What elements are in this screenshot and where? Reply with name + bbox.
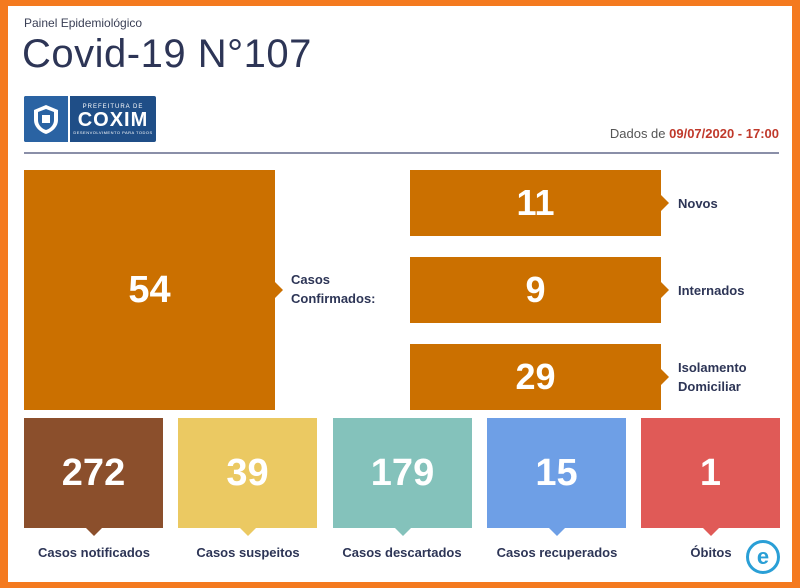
hospitalized-label: Internados — [678, 283, 745, 298]
recovered-cases-box: 15 — [487, 418, 626, 536]
date-value: 09/07/2020 - 17:00 — [669, 126, 779, 141]
notified-cases-label: Casos notificados — [38, 545, 150, 560]
confirmed-cases-box: 54 — [24, 170, 283, 410]
dashboard-panel: Painel Epidemiológico Covid-19 N°107 PRE… — [8, 6, 792, 582]
logo-line-1: PREFEITURA DE — [82, 103, 144, 110]
city-emblem-icon — [24, 96, 68, 142]
prefeitura-logo: PREFEITURA DE COXIM DESENVOLVIMENTO PARA… — [24, 96, 156, 142]
logo-line-2: COXIM — [77, 108, 149, 131]
date-prefix: Dados de — [609, 126, 670, 141]
discarded-cases-box: 179 — [333, 418, 472, 536]
home-isolation-box: 29 — [410, 344, 669, 410]
header-divider — [24, 152, 779, 154]
logo-line-3: DESENVOLVIMENTO PARA TODOS — [73, 129, 153, 135]
data-date: Dados de 09/07/2020 - 17:00 — [610, 126, 779, 141]
home-isolation-label: Isolamento Domiciliar — [678, 360, 747, 394]
panel-kicker: Painel Epidemiológico — [24, 16, 143, 30]
suspected-cases-box: 39 — [178, 418, 317, 536]
deaths-box: 1 — [641, 418, 780, 536]
notified-cases-box: 272 — [24, 418, 163, 536]
discarded-cases-label: Casos descartados — [342, 545, 462, 560]
new-cases-box: 11 — [410, 170, 669, 236]
confirmed-cases-label: Casos Confirmados: — [291, 272, 376, 306]
recovered-cases-label: Casos recuperados — [496, 545, 618, 560]
hospitalized-box: 9 — [410, 257, 669, 323]
e-watermark-icon: e — [746, 540, 780, 574]
deaths-label: Óbitos — [690, 545, 732, 560]
page-title: Covid-19 N°107 — [22, 32, 312, 76]
suspected-cases-label: Casos suspeitos — [196, 545, 300, 560]
new-cases-label: Novos — [678, 196, 718, 211]
